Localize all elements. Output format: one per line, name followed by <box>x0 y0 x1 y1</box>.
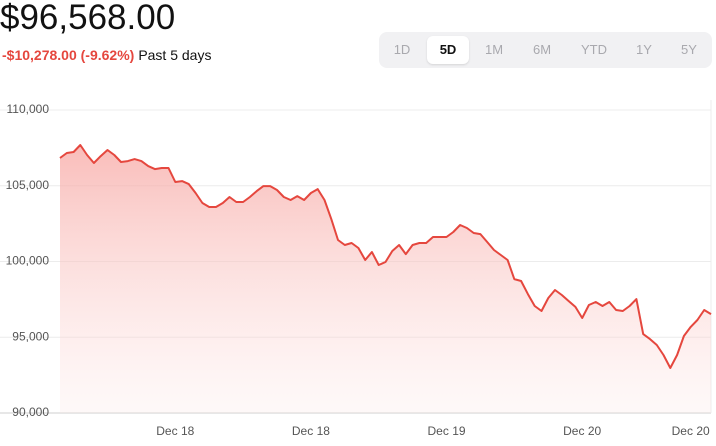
x-tick-label: Dec 18 <box>292 424 330 438</box>
y-tick-label: 90,000 <box>12 405 49 419</box>
change-line: -$10,278.00 (-9.62%) Past 5 days <box>2 47 211 63</box>
range-button[interactable]: 1M <box>484 42 504 57</box>
y-tick-label: 100,000 <box>6 254 50 268</box>
range-button[interactable]: 5D <box>427 36 469 64</box>
y-tick-label: 95,000 <box>12 329 49 343</box>
x-tick-label: Dec 20 <box>563 424 601 438</box>
range-button[interactable]: 5Y <box>681 42 697 57</box>
y-tick-label: 110,000 <box>7 102 50 116</box>
y-tick-label: 105,000 <box>6 178 50 192</box>
range-button[interactable]: YTD <box>581 42 607 57</box>
period: Past 5 days <box>138 47 212 63</box>
x-tick-label: Dec 18 <box>156 424 194 438</box>
x-tick-label: Dec 20 <box>672 424 710 438</box>
x-tick-label: Dec 19 <box>428 424 466 438</box>
area-fill <box>60 145 711 413</box>
range-selector: 1D 5D 1M 6M YTD 1Y 5Y <box>379 32 712 68</box>
range-button[interactable]: 6M <box>532 42 552 57</box>
change: -$10,278.00 (-9.62%) <box>2 47 135 63</box>
price: $96,568.00 <box>0 0 176 37</box>
range-button[interactable]: 1Y <box>636 42 652 57</box>
range-button[interactable]: 1D <box>393 42 411 57</box>
price-line <box>59 144 712 369</box>
